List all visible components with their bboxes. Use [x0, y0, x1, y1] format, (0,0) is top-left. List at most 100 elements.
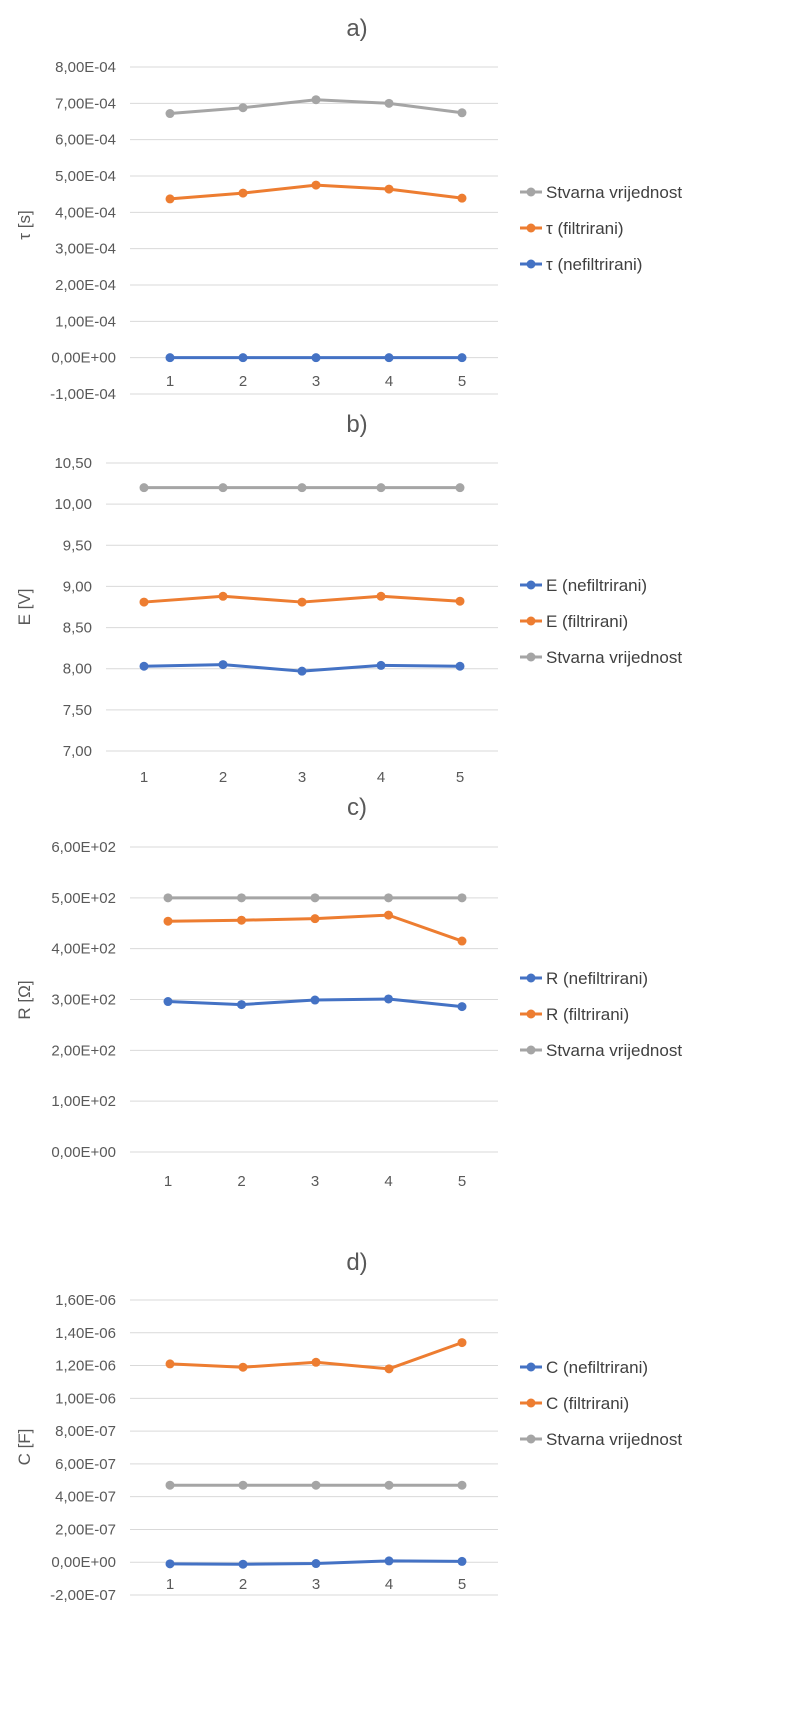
data-point [310, 914, 320, 924]
data-point [384, 353, 394, 363]
y-tick-label: 1,40E-06 [55, 1325, 116, 1342]
x-tick-label: 3 [298, 769, 306, 786]
x-tick-label: 1 [164, 1173, 172, 1190]
data-point [311, 1480, 321, 1490]
x-tick-label: 5 [458, 1576, 466, 1593]
data-point [455, 661, 465, 671]
data-point [310, 995, 320, 1005]
data-point [165, 1480, 175, 1490]
y-tick-label: 4,00E+02 [51, 941, 116, 958]
x-tick-label: 4 [385, 1576, 393, 1593]
data-point [376, 591, 386, 601]
chart-4: d) C [F] -2,00E-07 0,00E+00 2,00E-07 4,00E-07… [15, 1249, 682, 1604]
y-axis-label: τ [s] [15, 210, 34, 239]
y-tick-label: 2,00E+02 [51, 1042, 116, 1059]
data-point [163, 893, 173, 903]
data-point [238, 1480, 248, 1490]
data-point [384, 98, 394, 108]
data-point [376, 660, 386, 670]
y-tick-label: 2,00E-07 [55, 1521, 116, 1538]
data-point [238, 188, 248, 198]
y-tick-label: 1,00E-06 [55, 1390, 116, 1407]
y-tick-label: 7,50 [63, 702, 92, 719]
legend-label: τ (filtrirani) [546, 219, 624, 238]
y-axis-label: R [Ω] [15, 980, 34, 1019]
data-point [457, 353, 467, 363]
data-point [238, 1362, 248, 1372]
y-tick-label: 0,00E+00 [51, 1554, 116, 1571]
legend-swatch-marker [526, 580, 536, 590]
data-point [237, 893, 246, 903]
x-tick-label: 4 [384, 1173, 392, 1190]
data-point [311, 95, 321, 105]
y-tick-label: -1,00E-04 [50, 386, 116, 403]
y-tick-label: 1,20E-06 [55, 1358, 116, 1375]
y-tick-label: 1,00E-04 [55, 313, 116, 330]
y-tick-label: 1,00E+02 [51, 1093, 116, 1110]
legend-label: Stvarna vrijednost [546, 1430, 682, 1449]
y-tick-label: 6,00E-04 [55, 132, 116, 149]
data-point [165, 194, 175, 204]
y-tick-label: 4,00E-07 [55, 1489, 116, 1506]
data-point [384, 893, 393, 903]
y-tick-label: 3,00E-04 [55, 241, 116, 258]
legend-label: Stvarna vrijednost [546, 1041, 682, 1060]
y-tick-label: 5,00E+02 [51, 890, 116, 907]
legend-label: E (nefiltrirani) [546, 576, 647, 595]
x-tick-label: 1 [140, 769, 148, 786]
y-tick-label: 10,00 [54, 496, 92, 513]
x-tick-label: 1 [166, 373, 174, 390]
x-tick-label: 2 [239, 1576, 247, 1593]
legend-label: τ (nefiltrirani) [546, 255, 642, 274]
y-tick-label: 1,60E-06 [55, 1292, 116, 1309]
data-point [457, 936, 467, 946]
data-point [165, 109, 175, 119]
y-tick-label: 8,00 [63, 661, 92, 678]
chart-title: d) [346, 1249, 367, 1276]
data-point [237, 1000, 246, 1010]
y-tick-label: 8,00E-04 [55, 59, 116, 76]
chart-title: b) [346, 411, 367, 438]
legend-swatch-marker [526, 973, 536, 983]
data-point [163, 997, 173, 1007]
data-point [165, 1359, 175, 1369]
x-tick-label: 5 [458, 1173, 466, 1190]
x-tick-label: 4 [385, 373, 393, 390]
data-point [457, 1556, 467, 1566]
data-point [384, 184, 394, 194]
data-point [384, 1364, 394, 1374]
x-tick-label: 2 [219, 769, 227, 786]
data-point [457, 1002, 467, 1012]
legend-label: Stvarna vrijednost [546, 183, 682, 202]
legend-swatch-marker [526, 187, 536, 197]
legend-swatch-marker [526, 616, 536, 626]
data-point [297, 483, 307, 493]
y-tick-label: 7,00 [63, 743, 92, 760]
data-point [218, 591, 228, 601]
data-point [165, 353, 175, 363]
y-tick-label: 4,00E-04 [55, 204, 116, 221]
chart-3: c) R [Ω] 0,00E+00 1,00E+02 2,00E+02 3,00E+02 4… [15, 794, 682, 1190]
x-tick-label: 2 [237, 1173, 245, 1190]
legend-label: Stvarna vrijednost [546, 648, 682, 667]
data-point [311, 180, 321, 190]
y-tick-label: 2,00E-04 [55, 277, 116, 294]
y-tick-label: 0,00E+00 [51, 350, 116, 367]
y-tick-label: 9,50 [63, 537, 92, 554]
legend-swatch-marker [526, 652, 536, 662]
data-point [238, 103, 248, 113]
legend-swatch-marker [526, 1398, 536, 1408]
data-point [384, 994, 393, 1004]
data-point [310, 893, 320, 903]
x-tick-label: 5 [458, 373, 466, 390]
data-point [455, 596, 465, 606]
legend-swatch-marker [526, 1362, 536, 1372]
y-axis-label: E [V] [15, 589, 34, 626]
y-tick-label: 6,00E+02 [51, 839, 116, 856]
legend-label: R (nefiltrirani) [546, 969, 648, 988]
legend-label: E (filtrirani) [546, 612, 628, 631]
legend-swatch-marker [526, 1434, 536, 1444]
data-point [457, 1338, 467, 1348]
legend-label: R (filtrirani) [546, 1005, 629, 1024]
